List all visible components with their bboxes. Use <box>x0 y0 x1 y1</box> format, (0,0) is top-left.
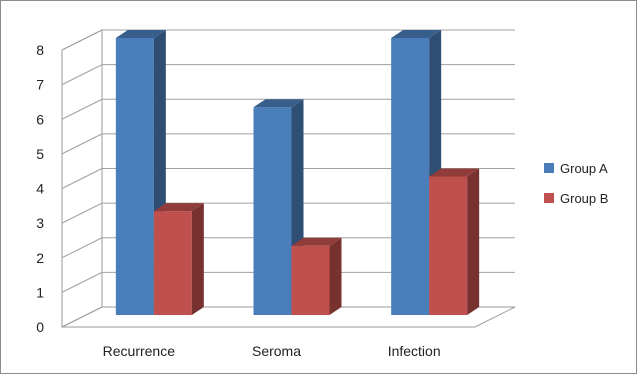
gridline-side <box>61 98 103 120</box>
legend: Group A Group B <box>544 161 608 206</box>
gridline-side <box>61 168 103 189</box>
legend-swatch <box>544 163 554 173</box>
x-axis-labels: Recurrence Seroma Infection <box>103 343 441 359</box>
bar-top <box>153 203 204 212</box>
gridline-side <box>61 64 103 86</box>
bar-front <box>429 176 468 315</box>
bar-front <box>253 107 292 315</box>
bar-top <box>291 237 342 246</box>
bar-top <box>429 168 480 177</box>
x-category-label: Recurrence <box>103 343 176 359</box>
bar-top <box>391 30 442 38</box>
gridline-side <box>61 271 103 293</box>
bar-group-b-recurrence <box>153 203 204 315</box>
gridline-side <box>61 133 103 155</box>
bar-top <box>253 99 304 108</box>
y-tick-label: 5 <box>36 146 44 162</box>
y-tick-label: 1 <box>36 284 44 300</box>
bar-front <box>291 245 330 315</box>
bar-side <box>329 237 342 315</box>
legend-label: Group A <box>560 161 608 176</box>
bar-front <box>391 38 430 315</box>
bar-side <box>467 168 480 315</box>
y-tick-label: 0 <box>36 319 44 335</box>
gridline-side <box>61 306 103 328</box>
y-tick-label: 2 <box>36 250 44 266</box>
x-category-label: Seroma <box>252 343 301 359</box>
bar-group-b-seroma <box>291 237 342 315</box>
y-tick-label: 8 <box>36 42 44 58</box>
legend-swatch <box>544 193 554 203</box>
bar-top <box>115 30 166 38</box>
gridline-side <box>61 29 103 51</box>
y-tick-label: 4 <box>36 181 44 197</box>
legend-label: Group B <box>560 191 608 206</box>
y-tick-label: 6 <box>36 111 44 127</box>
x-category-label: Infection <box>388 343 441 359</box>
y-axis-ticks: 0 1 2 3 4 5 6 7 8 <box>36 42 44 335</box>
y-tick-label: 7 <box>36 77 44 93</box>
bar-front <box>153 211 192 315</box>
gridline-side <box>61 202 103 224</box>
gridline-side <box>61 237 103 259</box>
bar-group-a-recurrence <box>115 30 166 315</box>
bar-side <box>191 203 204 315</box>
bar-front <box>115 38 154 315</box>
bar-group-b-infection <box>429 168 480 315</box>
bars <box>115 30 480 315</box>
y-tick-label: 3 <box>36 215 44 231</box>
